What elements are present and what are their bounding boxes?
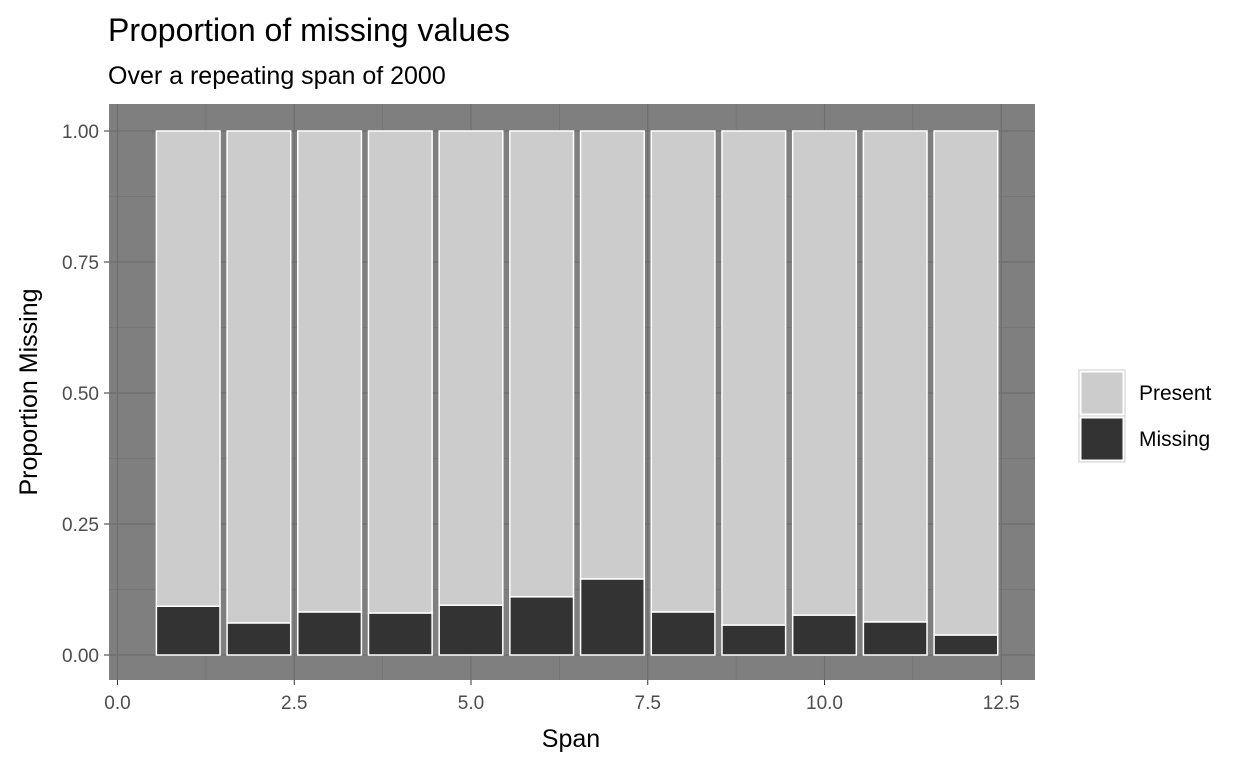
bar-missing <box>721 624 787 656</box>
x-tick-label: 10.0 <box>806 693 843 714</box>
y-axis: 0.00 0.25 0.50 0.75 1.00 <box>62 122 109 667</box>
legend-label-present: Present <box>1139 382 1212 405</box>
bar-present <box>155 130 221 608</box>
bar-missing <box>438 604 504 656</box>
x-axis-title: Span <box>542 725 600 753</box>
chart-subtitle: Over a repeating span of 2000 <box>108 62 446 90</box>
bar-present <box>297 130 363 613</box>
bar-present <box>791 130 858 616</box>
bar-present <box>862 130 928 623</box>
bars <box>155 130 999 656</box>
bar-missing <box>226 622 292 656</box>
bar-missing <box>862 621 928 656</box>
bar-present <box>226 130 292 624</box>
legend-swatch-missing <box>1080 417 1124 461</box>
bar-present <box>650 130 716 613</box>
bar-present <box>509 130 575 598</box>
bar-present <box>933 130 999 636</box>
y-tick-label: 0.25 <box>62 515 99 536</box>
x-tick-label: 12.5 <box>983 693 1020 714</box>
x-tick-label: 5.0 <box>458 693 484 714</box>
bar-missing <box>297 611 363 656</box>
bar-missing <box>650 611 716 656</box>
bar-missing <box>367 612 433 656</box>
y-tick-label: 0.00 <box>62 646 99 667</box>
chart-title: Proportion of missing values <box>108 12 510 48</box>
bar-missing <box>933 634 999 656</box>
x-tick-label: 0.0 <box>104 693 130 714</box>
legend-swatch-present <box>1080 371 1124 415</box>
bar-present <box>367 130 433 614</box>
x-axis: 0.0 2.5 5.0 7.5 10.0 12.5 <box>104 680 1020 714</box>
y-tick-label: 0.75 <box>62 253 99 274</box>
bar-missing <box>579 578 645 656</box>
bar-present <box>579 130 645 580</box>
bar-present <box>438 130 504 606</box>
x-tick-label: 2.5 <box>281 693 307 714</box>
legend-label-missing: Missing <box>1139 428 1210 451</box>
legend: Present Missing <box>1078 369 1212 463</box>
x-tick-label: 7.5 <box>635 693 661 714</box>
bar-present <box>721 130 787 626</box>
y-axis-title: Proportion Missing <box>15 288 43 495</box>
y-tick-label: 0.50 <box>62 384 99 405</box>
y-tick-label: 1.00 <box>62 122 99 143</box>
bar-missing <box>155 605 221 656</box>
bar-missing <box>791 614 858 656</box>
bar-missing <box>509 596 575 656</box>
